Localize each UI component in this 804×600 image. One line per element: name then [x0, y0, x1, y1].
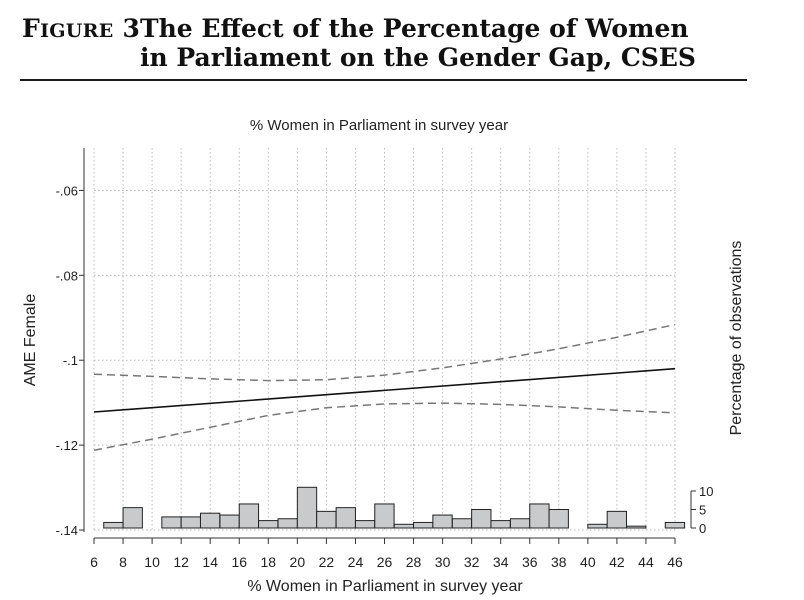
- x-tick-label: 46: [667, 554, 683, 570]
- chart-top-title: % Women in Parliament in survey year: [250, 117, 508, 134]
- histogram-bar: [180, 516, 201, 529]
- x-tick-label: 8: [119, 554, 127, 570]
- histogram-bar: [626, 525, 647, 529]
- header-rule: [20, 79, 747, 81]
- histogram-bar: [413, 521, 434, 529]
- figure-label-rest: IGURE: [40, 20, 114, 42]
- histogram-bar: [258, 520, 279, 529]
- histogram-bar: [664, 521, 686, 529]
- x-tick-label: 32: [464, 554, 480, 570]
- x-tick-label: 14: [202, 554, 218, 570]
- histogram-bar: [103, 521, 124, 529]
- y-tick-label: -.08: [56, 268, 78, 283]
- y2-axis-label: Percentage of observations: [728, 241, 745, 436]
- x-tick-label: 30: [435, 554, 451, 570]
- x-tick-label: 10: [144, 554, 160, 570]
- histogram-bar: [509, 518, 531, 529]
- y2-tick-label: 10: [699, 484, 713, 499]
- ame-line: [93, 367, 676, 413]
- y-tick-label: -.1: [63, 353, 78, 368]
- x-tick-label: 6: [90, 554, 98, 570]
- histogram-bar: [548, 509, 569, 529]
- histogram-bar: [471, 509, 492, 529]
- x-tick-label: 12: [173, 554, 189, 570]
- figure-label: FIGURE 3: [22, 14, 140, 43]
- histogram-bar: [374, 503, 395, 529]
- x-tick-label: 24: [348, 554, 364, 570]
- x-tick-label: 22: [319, 554, 335, 570]
- x-tick-label: 38: [551, 554, 567, 570]
- histogram-bar: [490, 520, 511, 529]
- histogram-bar: [529, 503, 550, 529]
- x-tick-label: 28: [406, 554, 422, 570]
- axis-layer: -.14 -.12 -.1 -.08 -.06 6 8 10 12 14 16 18 20 22 24 26 2…: [56, 148, 713, 570]
- x-tick-label: 20: [290, 554, 306, 570]
- histogram-bar: [238, 503, 260, 529]
- y-tick-label: -.12: [56, 438, 78, 453]
- grid-layer: [93, 148, 676, 531]
- histogram-bar: [161, 516, 182, 529]
- figure-title-line-2: in Parliament on the Gender Gap, CSES: [140, 43, 696, 72]
- y-tick-label: -.06: [56, 183, 78, 198]
- histogram-bar: [296, 486, 318, 529]
- histogram-bar: [277, 518, 298, 529]
- figure-number: 3: [122, 14, 141, 43]
- histogram-bar: [393, 523, 415, 529]
- confidence-bound-line: [93, 323, 676, 382]
- histogram-bar: [335, 507, 356, 529]
- histogram-bar: [451, 518, 473, 529]
- x-tick-label: 18: [261, 554, 277, 570]
- histogram-bar: [219, 514, 240, 529]
- histogram-bar: [316, 510, 337, 529]
- x-tick-label: 40: [580, 554, 596, 570]
- figure-title-line-1: The Effect of the Percentage of Women: [140, 14, 689, 43]
- histogram-bar: [606, 510, 627, 529]
- confidence-bound-line: [93, 402, 676, 451]
- x-tick-label: 16: [231, 554, 247, 570]
- y2-tick-label: 0: [699, 521, 706, 536]
- histogram-layer: [103, 486, 686, 529]
- x-axis-label: % Women in Parliament in survey year: [247, 578, 523, 595]
- figure-label-initial: F: [22, 14, 41, 43]
- x-tick-label: 44: [638, 554, 654, 570]
- histogram-bar: [122, 507, 143, 529]
- histogram-bar: [199, 512, 221, 529]
- y-tick-label: -.14: [56, 523, 78, 538]
- histogram-bar: [432, 514, 453, 529]
- x-tick-label: 26: [377, 554, 393, 570]
- y-axis-label: AME Female: [22, 294, 39, 387]
- x-tick-label: 36: [522, 554, 538, 570]
- figure-title: The Effect of the Percentage of Women in…: [140, 14, 696, 72]
- histogram-bar: [587, 523, 608, 529]
- lines-layer: [93, 323, 676, 451]
- x-tick-label: 34: [493, 554, 509, 570]
- histogram-bar: [354, 520, 376, 529]
- x-tick-label: 42: [609, 554, 625, 570]
- y2-tick-label: 5: [699, 503, 706, 518]
